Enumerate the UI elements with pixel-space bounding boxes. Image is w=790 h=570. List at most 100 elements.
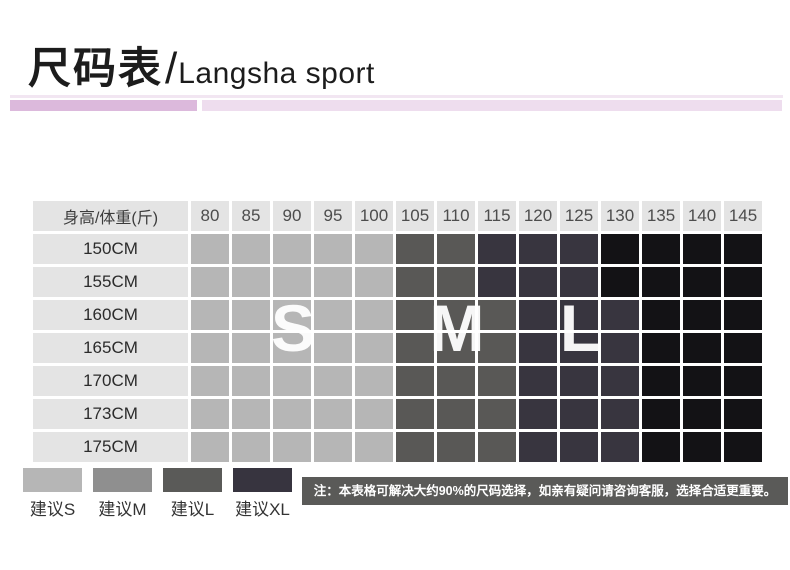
size-cell-l: [560, 267, 598, 297]
size-cell-xl: [683, 366, 721, 396]
height-label-cell: 160CM: [33, 300, 188, 330]
size-cell-m: [437, 333, 475, 363]
title-chinese: 尺码表: [28, 45, 163, 93]
size-cell-l: [560, 234, 598, 264]
header-row: 身高/体重(斤) 80 85 90 95 100 105 110 115 120 125 130 135…: [33, 201, 762, 231]
size-cell-s: [273, 366, 311, 396]
height-label-cell: 155CM: [33, 267, 188, 297]
size-cell-m: [437, 432, 475, 462]
size-cell-s: [355, 234, 393, 264]
size-cell-s: [191, 366, 229, 396]
size-cell-l: [519, 366, 557, 396]
size-cell-s: [355, 333, 393, 363]
size-cell-m: [396, 432, 434, 462]
size-cell-l: [560, 333, 598, 363]
size-cell-m: [437, 267, 475, 297]
legend-label-xl: 建议XL: [235, 500, 290, 519]
size-table-head: 身高/体重(斤) 80 85 90 95 100 105 110 115 120 125 130 135…: [33, 201, 762, 231]
size-cell-xl: [642, 333, 680, 363]
size-cell-m: [396, 333, 434, 363]
size-cell-m: [437, 366, 475, 396]
table-row: 155CM: [33, 267, 762, 297]
size-cell-m: [478, 366, 516, 396]
size-cell-xl: [601, 234, 639, 264]
size-cell-s: [191, 300, 229, 330]
size-cell-s: [273, 432, 311, 462]
size-cell-xl: [724, 366, 762, 396]
size-cell-m: [437, 234, 475, 264]
size-cell-s: [232, 399, 270, 429]
accent-bar-thin: [10, 95, 783, 98]
size-cell-s: [232, 267, 270, 297]
size-cell-s: [314, 399, 352, 429]
weight-header-cell: 115: [478, 201, 516, 231]
weight-header-cell: 145: [724, 201, 762, 231]
size-cell-xl: [642, 366, 680, 396]
weight-header-cell: 120: [519, 201, 557, 231]
weight-header-cell: 135: [642, 201, 680, 231]
title-slash: /: [165, 44, 178, 93]
size-cell-s: [191, 399, 229, 429]
weight-header-cell: 95: [314, 201, 352, 231]
size-cell-xl: [642, 432, 680, 462]
weight-header-cell: 105: [396, 201, 434, 231]
corner-header-cell: 身高/体重(斤): [33, 201, 188, 231]
legend: 建议S 建议M 建议L 建议XL: [23, 468, 292, 520]
size-cell-m: [396, 399, 434, 429]
size-cell-s: [314, 267, 352, 297]
weight-header-cell: 110: [437, 201, 475, 231]
size-cell-s: [314, 432, 352, 462]
height-label-cell: 170CM: [33, 366, 188, 396]
size-table-body: 150CM 155CM 160CM 165CM 170CM 173CM 175CM: [33, 234, 762, 462]
size-cell-xl: [724, 333, 762, 363]
height-label-cell: 150CM: [33, 234, 188, 264]
page-title: 尺码表 / Langsha sport: [28, 34, 375, 96]
weight-header-cell: 100: [355, 201, 393, 231]
size-cell-xl: [724, 267, 762, 297]
size-cell-s: [314, 333, 352, 363]
size-cell-s: [232, 366, 270, 396]
size-cell-s: [273, 333, 311, 363]
height-label-cell: 165CM: [33, 333, 188, 363]
size-cell-s: [314, 366, 352, 396]
weight-header-cell: 90: [273, 201, 311, 231]
size-cell-s: [355, 300, 393, 330]
size-cell-m: [437, 399, 475, 429]
size-cell-l: [519, 333, 557, 363]
legend-label-l: 建议L: [170, 500, 215, 519]
size-cell-m: [478, 333, 516, 363]
size-cell-s: [355, 267, 393, 297]
size-cell-xl: [642, 300, 680, 330]
size-cell-l: [601, 300, 639, 330]
table-row: 150CM: [33, 234, 762, 264]
size-cell-l: [478, 234, 516, 264]
size-cell-s: [273, 234, 311, 264]
size-cell-s: [232, 234, 270, 264]
size-cell-xl: [683, 432, 721, 462]
size-cell-l: [519, 300, 557, 330]
size-table: 身高/体重(斤) 80 85 90 95 100 105 110 115 120 125 130 135…: [30, 198, 765, 465]
size-cell-l: [519, 432, 557, 462]
size-cell-xl: [724, 300, 762, 330]
size-cell-l: [601, 366, 639, 396]
legend-swatch-l: [163, 468, 222, 492]
height-label-cell: 173CM: [33, 399, 188, 429]
size-cell-l: [560, 432, 598, 462]
size-cell-s: [355, 366, 393, 396]
size-cell-xl: [683, 267, 721, 297]
table-row: 175CM: [33, 432, 762, 462]
size-cell-l: [601, 333, 639, 363]
size-cell-m: [396, 300, 434, 330]
size-cell-xl: [642, 399, 680, 429]
weight-header-cell: 125: [560, 201, 598, 231]
size-cell-s: [314, 300, 352, 330]
size-cell-xl: [683, 234, 721, 264]
table-row: 165CM: [33, 333, 762, 363]
size-cell-l: [519, 234, 557, 264]
table-row: 160CM: [33, 300, 762, 330]
size-cell-s: [273, 267, 311, 297]
size-cell-s: [273, 399, 311, 429]
size-cell-s: [191, 267, 229, 297]
legend-label-m: 建议M: [98, 500, 147, 519]
